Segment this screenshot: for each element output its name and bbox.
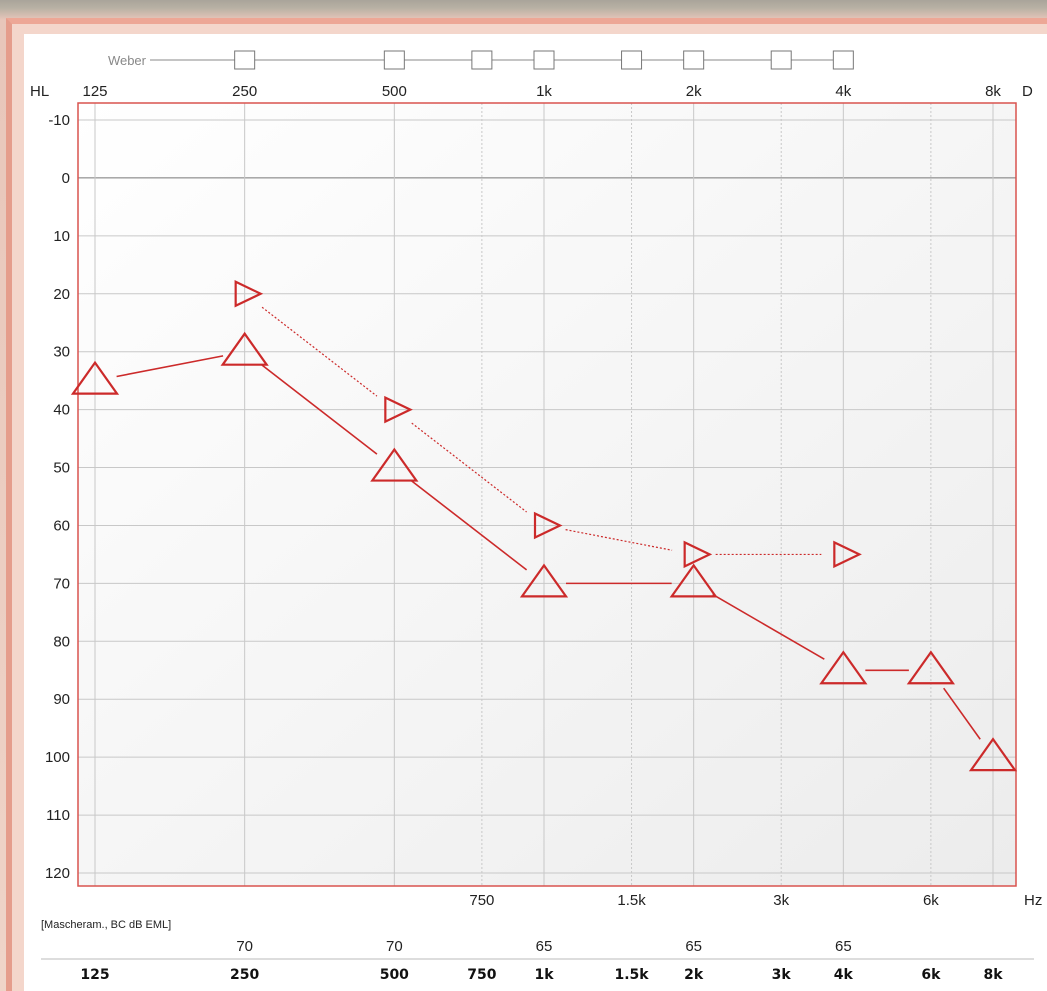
x-tick-label-mid: 3k xyxy=(773,892,789,909)
x-tick-label-top: 4k xyxy=(835,83,851,100)
masking-value: 65 xyxy=(835,938,852,955)
x-tick-label-mid: 1.5k xyxy=(617,892,646,909)
weber-checkbox[interactable] xyxy=(383,50,405,70)
series-2-point-marker xyxy=(683,540,713,569)
series-2-point-marker xyxy=(833,540,862,569)
series-1-point-marker xyxy=(669,563,718,598)
series-1-point-marker xyxy=(70,360,120,395)
masking-value: 70 xyxy=(386,938,403,955)
corner-label: D xyxy=(1022,83,1033,100)
x-tick-label-top: 1k xyxy=(536,83,552,100)
x-tick-label-top: 250 xyxy=(232,83,257,100)
y-tick-label: 40 xyxy=(53,402,70,419)
masking-freq-label: 6k xyxy=(921,967,941,983)
masking-freq-label: 750 xyxy=(467,967,496,983)
y-tick-label: 30 xyxy=(53,344,70,361)
y-tick-label: -10 xyxy=(48,112,70,129)
masking-freq-label: 8k xyxy=(983,967,1003,983)
series-1-point-marker xyxy=(906,650,956,685)
series-1-segment xyxy=(116,355,224,378)
audiogram-chart: -10 0 10 20 30 40 50 60 70 80 90 100 110 120 125 250 500… xyxy=(30,50,1042,983)
series-1-segment xyxy=(943,687,981,740)
weber-checkbox[interactable] xyxy=(234,50,256,70)
masking-freq-label: 1k xyxy=(534,967,554,983)
y-axis-label: HL xyxy=(30,83,49,100)
masking-freq-label: 500 xyxy=(380,967,409,983)
series-2-point-marker xyxy=(384,395,413,424)
y-tick-label: 0 xyxy=(62,170,70,187)
masking-freq-label: 125 xyxy=(80,967,109,983)
weber-checkbox[interactable] xyxy=(770,50,792,70)
masking-value: 70 xyxy=(236,938,253,955)
weber-checkbox[interactable] xyxy=(471,50,493,70)
audiogram-panel: -10 0 10 20 30 40 50 60 70 80 90 100 110 120 125 250 500… xyxy=(24,34,1047,991)
x-tick-label-top: 125 xyxy=(82,83,107,100)
series-2-segment xyxy=(411,422,527,513)
y-tick-label: 110 xyxy=(46,807,70,824)
x-tick-label-mid: 6k xyxy=(923,892,939,909)
y-tick-label: 10 xyxy=(53,228,70,245)
x-tick-label-top: 8k xyxy=(985,83,1001,100)
series-1-segment xyxy=(261,364,378,455)
series-1-segment xyxy=(712,593,825,660)
series-1-point-marker xyxy=(819,650,868,685)
masking-freq-label: 4k xyxy=(834,967,854,983)
masking-value: 65 xyxy=(685,938,702,955)
plot-border xyxy=(77,102,1017,887)
weber-checkbox[interactable] xyxy=(683,50,705,70)
series-1-point-marker xyxy=(968,737,1018,772)
x-tick-label-top: 2k xyxy=(686,83,702,100)
y-tick-label: 20 xyxy=(53,286,70,303)
series-1-point-marker xyxy=(220,331,269,366)
series-2-segment xyxy=(261,306,378,397)
x-tick-label-top: 500 xyxy=(382,83,407,100)
masking-freq-label: 2k xyxy=(684,967,704,983)
series-1-segment xyxy=(411,480,528,571)
y-tick-label: 90 xyxy=(53,691,70,708)
masking-freq-label: 250 xyxy=(230,967,259,983)
weber-checkbox[interactable] xyxy=(621,50,643,70)
x-tick-label-mid: 750 xyxy=(469,892,494,909)
y-tick-label: 120 xyxy=(45,865,70,882)
y-tick-label: 80 xyxy=(53,633,70,650)
weber-checkbox[interactable] xyxy=(533,50,555,70)
masking-label: [Mascheram., BC dB EML] xyxy=(41,919,171,931)
series-1-point-marker xyxy=(370,447,419,482)
y-tick-label: 60 xyxy=(53,517,70,534)
series-2-point-marker xyxy=(533,511,563,540)
masking-freq-label: 1.5k xyxy=(614,967,649,983)
masking-freq-label: 3k xyxy=(772,967,792,983)
plot-area xyxy=(78,103,1016,886)
weber-label: Weber xyxy=(108,53,147,68)
weber-checkbox[interactable] xyxy=(832,50,854,70)
series-2-point-marker xyxy=(234,280,264,308)
series-1-point-marker xyxy=(519,563,569,598)
y-tick-label: 50 xyxy=(53,460,70,477)
x-axis-label: Hz xyxy=(1024,892,1042,909)
masking-value: 65 xyxy=(536,938,553,955)
y-tick-label: 70 xyxy=(53,575,70,592)
y-tick-label: 100 xyxy=(45,749,70,766)
